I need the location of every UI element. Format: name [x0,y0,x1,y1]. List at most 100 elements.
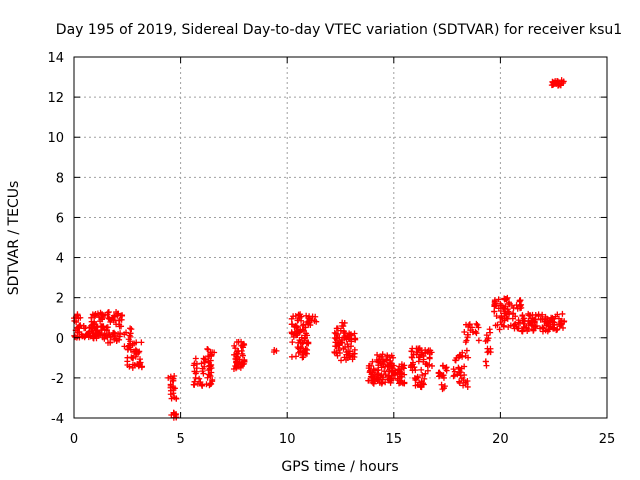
x-tick-label: 25 [599,432,616,447]
x-tick-label: 10 [279,432,296,447]
data-point [554,311,561,318]
x-tick-label: 0 [70,432,78,447]
data-point [413,351,420,358]
data-point [517,297,524,304]
data-point [370,366,377,373]
data-point [201,363,208,370]
data-point [90,335,97,342]
data-point [231,342,238,349]
data-point [102,332,109,339]
data-point [435,369,442,376]
data-point [396,380,403,387]
data-point [560,324,567,331]
data-point [288,353,295,360]
data-point [290,333,297,340]
data-point [451,372,458,379]
data-point [366,367,373,374]
data-point [425,347,432,354]
data-point [544,321,551,328]
data-point [205,358,212,365]
data-point [398,379,405,386]
data-point [465,354,472,361]
data-point [126,332,133,339]
data-point [270,348,277,355]
data-point [132,362,139,369]
data-point [91,324,98,331]
x-tick-label: 20 [492,432,509,447]
data-point [369,379,376,386]
data-point [297,311,304,318]
data-point [104,309,111,316]
data-point [558,77,565,84]
data-point [347,343,354,350]
data-point [482,358,489,365]
data-point [395,366,402,373]
data-point [412,382,419,389]
data-point [520,317,527,324]
data-point [126,363,133,370]
data-point [450,366,457,373]
data-point [418,384,425,391]
data-point [299,351,306,358]
data-point [505,308,512,315]
data-point [303,350,310,357]
y-tick-label: 4 [56,252,64,267]
data-point [510,322,517,329]
data-point [532,316,539,323]
data-point [382,371,389,378]
data-point [418,366,425,373]
data-point [409,354,416,361]
data-point [513,323,520,330]
x-tick-label: 15 [386,432,403,447]
data-point [192,374,199,381]
data-point [493,313,500,320]
data-point [306,313,313,320]
data-point [555,315,562,322]
data-point [533,322,540,329]
data-point [206,372,213,379]
data-point [136,359,143,366]
data-point [441,383,448,390]
data-point [240,344,247,351]
data-point [108,316,115,323]
data-point [549,78,556,85]
data-point [119,312,126,319]
data-point [548,314,555,321]
data-point [501,295,508,302]
data-point [91,312,98,319]
data-point [495,296,502,303]
data-point [205,346,212,353]
data-point [351,353,358,360]
data-point [554,326,561,333]
data-point [462,379,469,386]
y-tick-label: 12 [47,91,64,106]
y-tick-label: -4 [51,412,64,427]
data-point [419,349,426,356]
data-point [494,321,501,328]
chart-title: Day 195 of 2019, Sidereal Day-to-day VTE… [56,22,622,38]
data-point [129,354,136,361]
grid-lines [74,57,607,418]
data-point [334,331,341,338]
data-point [193,368,200,375]
data-point [407,363,414,370]
data-point [416,379,423,386]
data-point [560,318,567,325]
data-point [171,394,178,401]
data-point [509,302,516,309]
data-point [546,326,553,333]
data-point [461,371,468,378]
data-point [411,364,418,371]
data-point [209,376,216,383]
data-point [191,360,198,367]
data-point [408,348,415,355]
data-point [497,300,504,307]
data-point [505,299,512,306]
data-point [205,367,212,374]
data-point [123,329,130,336]
data-point [333,350,340,357]
data-point [515,319,522,326]
data-point [526,312,533,319]
data-point [496,326,503,333]
